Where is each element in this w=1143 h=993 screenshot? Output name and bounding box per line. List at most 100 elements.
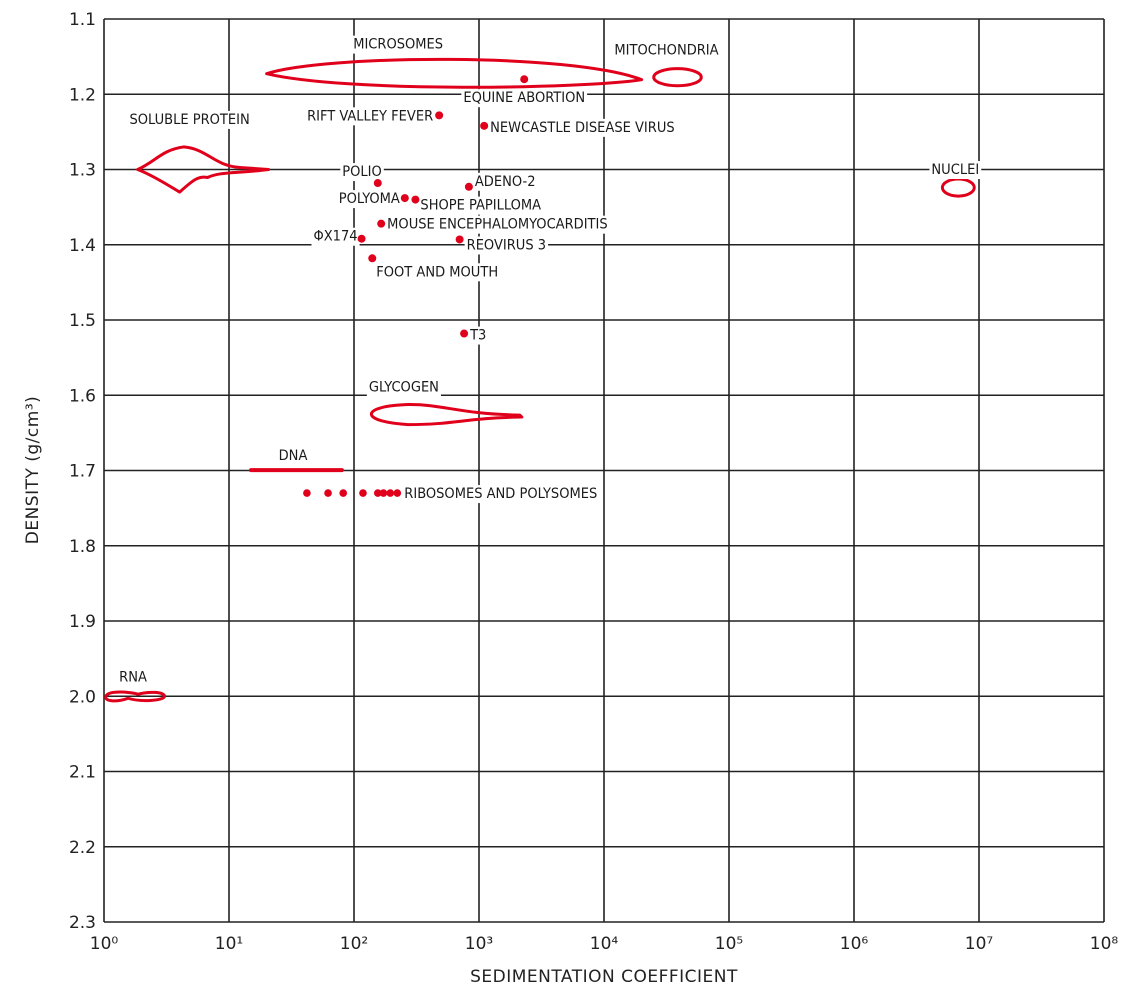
ribosome-point — [373, 489, 382, 497]
ribosome-point — [339, 489, 348, 497]
data-point — [411, 195, 420, 204]
annotation-label: POLYOMA — [336, 190, 402, 209]
annotation-label-text: POLYOMA — [339, 191, 400, 207]
y-tick-label: 2.2 — [69, 838, 96, 858]
annotation-label: RNA — [117, 668, 149, 687]
y-tick-label: 1.1 — [69, 10, 96, 30]
y-tick-label: 1.2 — [69, 85, 96, 105]
annotation-label-text: POLIO — [342, 164, 382, 180]
data-point — [368, 254, 377, 263]
annotation-label-background — [311, 227, 360, 246]
x-tick-label: 10⁸ — [1090, 934, 1119, 954]
annotation-label: MOUSE ENCEPHALOMYOCARDITIS — [385, 215, 610, 234]
annotation-label: NEWCASTLE DISEASE VIRUS — [488, 118, 677, 137]
annotation-label-background — [418, 196, 544, 215]
annotation-label-text: MOUSE ENCEPHALOMYOCARDITIS — [387, 217, 607, 233]
data-point — [435, 111, 444, 120]
annotation-label-background — [127, 110, 252, 129]
annotation-label: ADENO-2 — [472, 172, 538, 191]
annotation-label: SHOPE PAPILLOMA — [418, 196, 544, 215]
ribosome-point — [379, 489, 388, 497]
annotation-label-text: NUCLEI — [931, 162, 979, 178]
data-point — [400, 194, 409, 203]
annotation-label: REOVIRUS 3 — [464, 236, 549, 255]
annotation-label-background — [488, 118, 677, 137]
annotation-label-text: EQUINE ABORTION — [463, 90, 585, 106]
annotation-label-text: GLYCOGEN — [369, 380, 439, 396]
y-tick-label: 1.4 — [69, 236, 96, 256]
annotation-label-text: ΦX174 — [313, 229, 357, 245]
annotation-label: MICROSOMES — [351, 35, 446, 54]
annotation-label-text: SHOPE PAPILLOMA — [420, 198, 541, 214]
annotation-label: FOOT AND MOUTH — [374, 263, 501, 282]
x-axis-title: SEDIMENTATION COEFFICIENT — [470, 967, 738, 987]
data-point — [464, 182, 473, 191]
x-tick-label: 10⁰ — [90, 934, 119, 954]
region-rna — [104, 690, 167, 703]
annotation-label-text: RNA — [119, 669, 147, 685]
annotation-label-text: ADENO-2 — [475, 174, 536, 190]
y-tick-label: 1.5 — [69, 311, 96, 331]
annotation-label-background — [117, 668, 149, 687]
x-tick-label: 10⁵ — [715, 934, 743, 954]
annotation-label-text: MITOCHONDRIA — [614, 43, 718, 59]
data-point — [357, 234, 366, 243]
annotations: MICROSOMES MITOCHONDRIA SOLUBLE PROTEIN NUC… — [117, 35, 982, 687]
annotation-label-background — [929, 161, 982, 180]
annotation-label-text: RIFT VALLEY FEVER — [307, 108, 433, 124]
x-tick-label: 10⁴ — [590, 934, 619, 954]
annotation-label-background — [461, 89, 588, 108]
y-tick-label: 2.3 — [69, 913, 96, 933]
data-points — [303, 75, 529, 497]
annotation-label: EQUINE ABORTION — [461, 89, 588, 108]
y-tick-label: 1.9 — [69, 612, 96, 632]
x-tick-label: 10⁶ — [840, 934, 869, 954]
y-tick-label: 1.6 — [69, 386, 96, 406]
annotation-label: GLYCOGEN — [366, 378, 441, 397]
x-tick-label: 10³ — [465, 934, 493, 954]
annotation-label-background — [340, 163, 384, 182]
ribosome-point — [324, 489, 332, 497]
annotation-label-text: REOVIRUS 3 — [467, 237, 546, 253]
annotation-label-text: FOOT AND MOUTH — [376, 264, 498, 280]
data-point — [373, 179, 382, 188]
annotation-label-background — [467, 326, 489, 345]
region-nuclei — [940, 177, 976, 198]
annotation-label-text: MICROSOMES — [353, 37, 443, 53]
annotation-label-text: NEWCASTLE DISEASE VIRUS — [490, 120, 675, 136]
annotation-label: MITOCHONDRIA — [612, 41, 721, 60]
data-point — [480, 121, 489, 130]
annotation-label-background — [612, 41, 721, 60]
annotation-label-text: DNA — [279, 448, 308, 464]
annotation-label-background — [305, 107, 436, 126]
annotation-label: ΦX174 — [311, 227, 360, 246]
annotation-label-background — [366, 378, 441, 397]
x-tick-label: 10¹ — [215, 934, 243, 954]
x-tick-label: 10⁷ — [965, 934, 994, 954]
annotation-label-background — [385, 215, 610, 234]
tick-labels: 10⁰ 10¹ 10² 10³ 10⁴ 10⁵ 10⁶ 10⁷ 10⁸ 1.1 1.2 1.3 1.4 1… — [69, 10, 1118, 954]
y-tick-label: 1.7 — [69, 462, 96, 482]
annotation-label-text: RIBOSOMES AND POLYSOMES — [404, 486, 597, 502]
y-tick-label: 2.1 — [69, 763, 96, 783]
annotation-label: POLIO — [340, 163, 384, 182]
annotation-label-background — [374, 263, 501, 282]
ribosome-point — [386, 489, 395, 497]
data-point — [377, 219, 386, 228]
data-point — [520, 75, 529, 84]
annotation-label-background — [472, 172, 538, 191]
y-axis-title: DENSITY (g/cm³) — [23, 396, 43, 545]
annotation-label-background — [336, 190, 402, 209]
x-tick-label: 10² — [340, 934, 368, 954]
annotation-label-background — [351, 35, 446, 54]
y-tick-label: 1.3 — [69, 161, 96, 181]
ribosome-point — [303, 489, 311, 497]
annotation-label-background — [402, 485, 600, 504]
annotation-label: RIBOSOMES AND POLYSOMES — [402, 485, 600, 504]
regions — [104, 57, 976, 703]
annotation-label: SOLUBLE PROTEIN — [127, 110, 252, 129]
annotation-label-background — [276, 447, 310, 466]
data-point — [455, 235, 464, 244]
annotation-label: DNA — [276, 447, 310, 466]
